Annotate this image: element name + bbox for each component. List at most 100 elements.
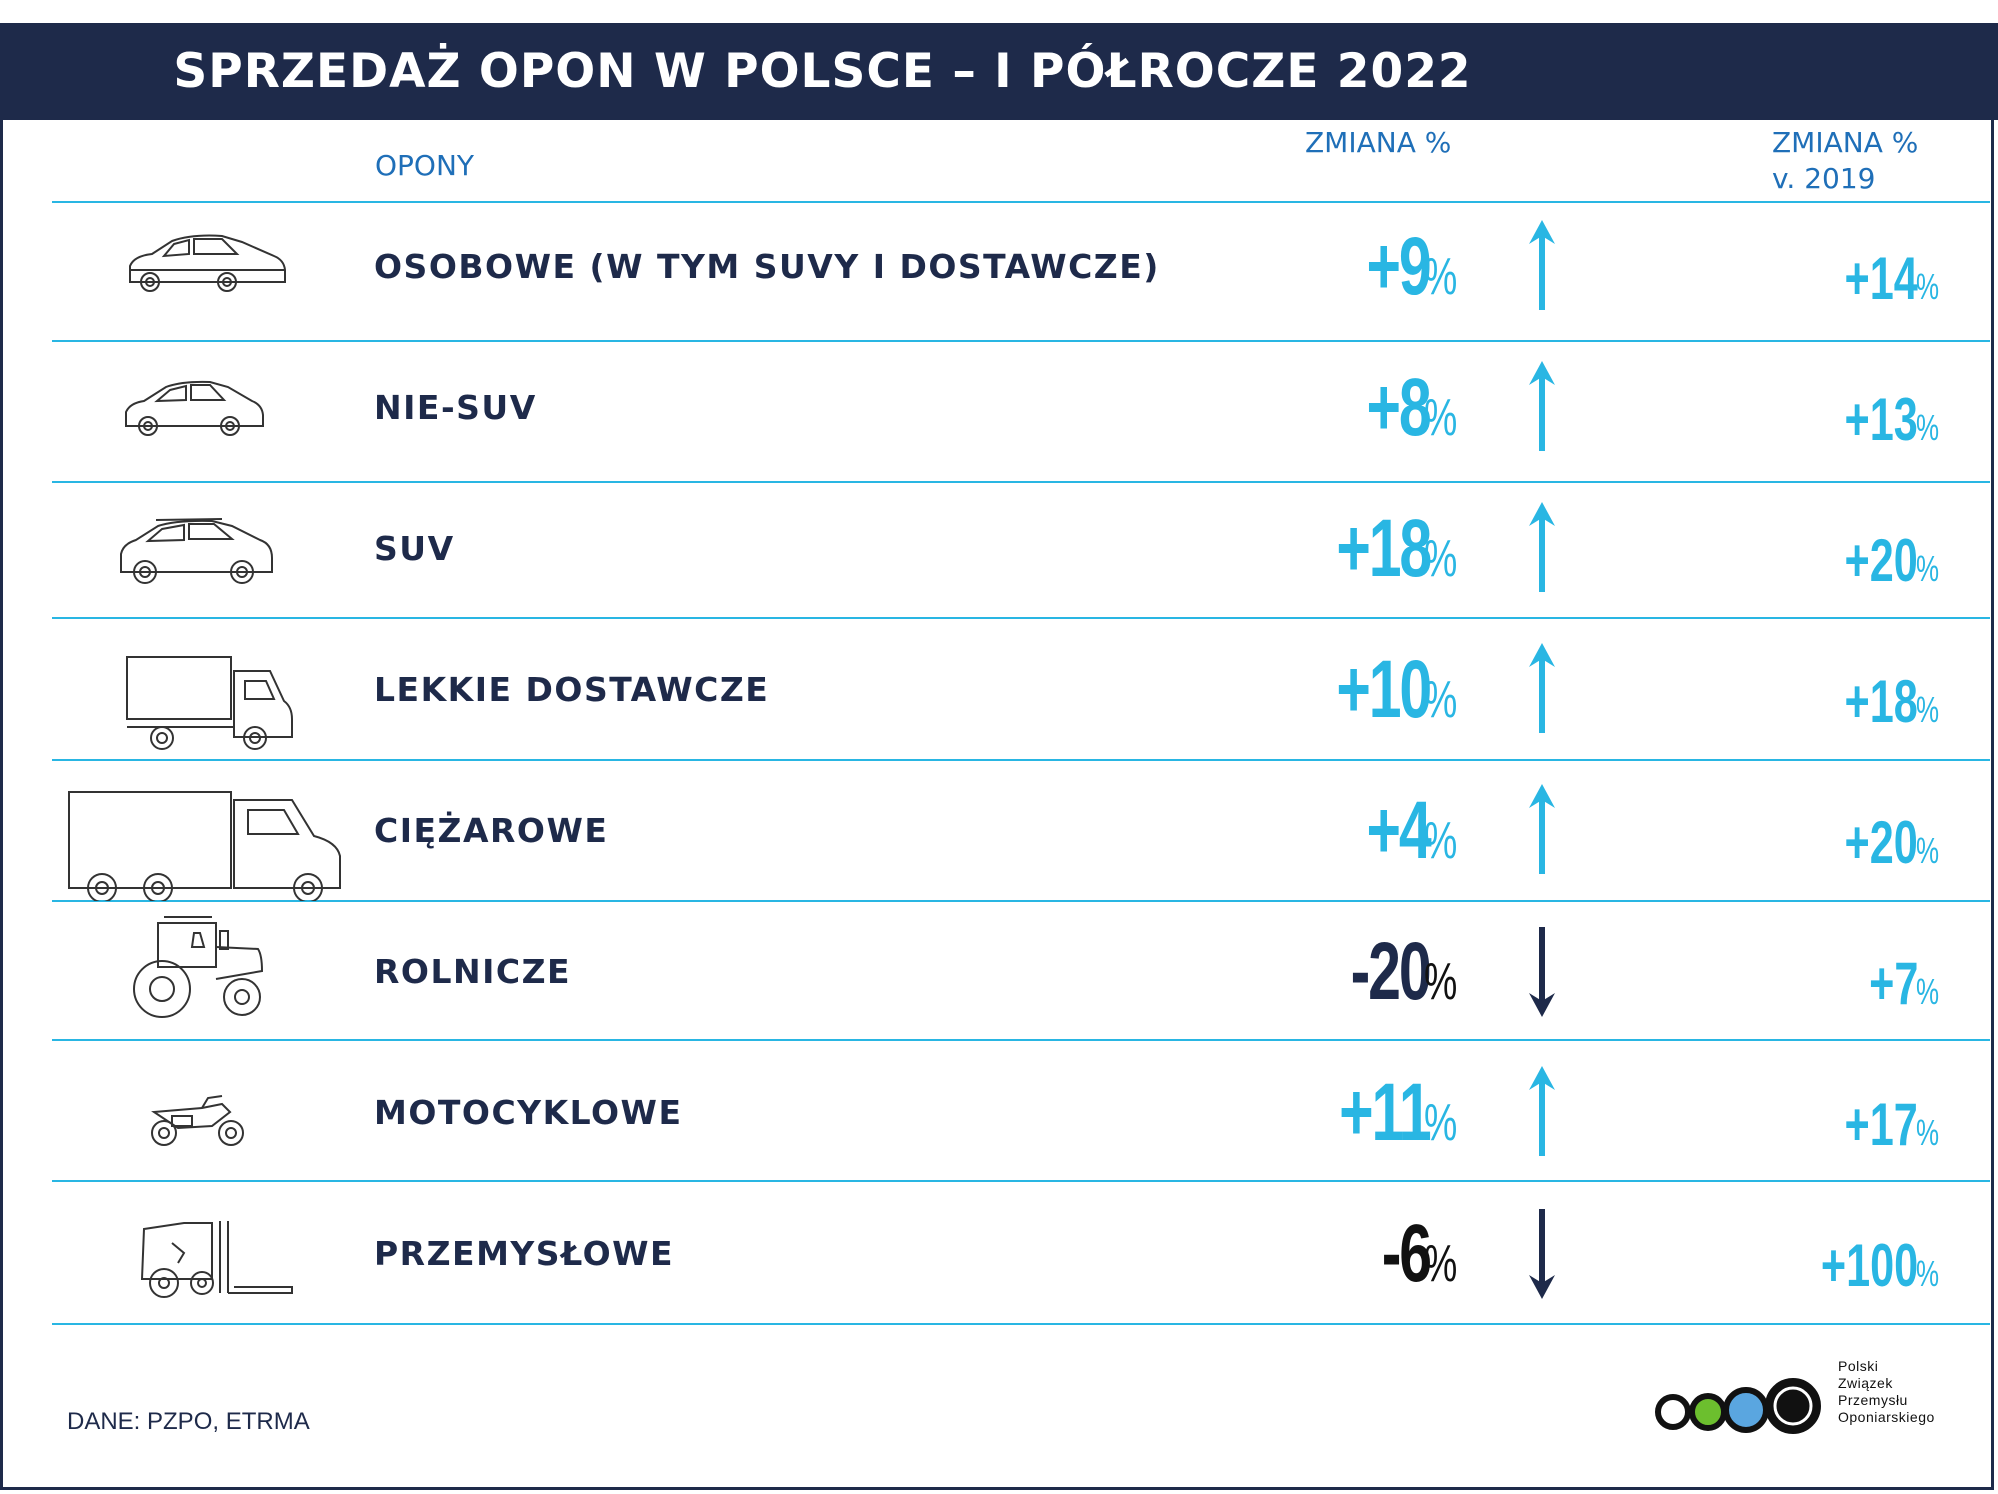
motorcycle-icon bbox=[52, 1042, 352, 1183]
change-vs-2019-unit: % bbox=[1915, 266, 1940, 307]
table-row: ROLNICZE -20% +7% bbox=[52, 901, 1990, 1042]
table-row: PRZEMYSŁOWE -6% +100% bbox=[52, 1183, 1990, 1324]
change-vs-2019-number: +14 bbox=[1844, 245, 1918, 312]
row-divider bbox=[52, 617, 1990, 619]
column-header-change-vs-2019-line2: v. 2019 bbox=[1772, 162, 1876, 195]
row-divider bbox=[52, 340, 1990, 342]
truck-icon bbox=[52, 760, 352, 901]
arrow-up-icon bbox=[1529, 220, 1555, 310]
row-label: ROLNICZE bbox=[374, 952, 572, 991]
change-value: +10% bbox=[1152, 619, 1470, 760]
car-icon bbox=[52, 337, 352, 478]
suv-icon bbox=[52, 478, 352, 619]
change-vs-2019-value: +7% bbox=[1652, 929, 1948, 1039]
table-row: OSOBOWE (W TYM SUVY I DOSTAWCZE) +9% +14… bbox=[52, 196, 1990, 337]
arrow-up-icon bbox=[1529, 361, 1555, 451]
arrow-down-icon bbox=[1529, 1209, 1555, 1299]
page-title: SPRZEDAŻ OPON W POLSCE – I PÓŁROCZE 2022 bbox=[173, 44, 1472, 99]
forklift-icon bbox=[52, 1183, 352, 1324]
logo-line-1: Polski bbox=[1838, 1358, 1879, 1374]
row-divider bbox=[52, 900, 1990, 902]
logo-text: Polski Związek Przemysłu Oponiarskiego bbox=[1838, 1358, 1935, 1426]
row-divider bbox=[52, 481, 1990, 483]
row-label: PRZEMYSŁOWE bbox=[374, 1234, 675, 1273]
change-vs-2019-number: +100 bbox=[1820, 1232, 1918, 1299]
change-number: +8 bbox=[1366, 362, 1432, 453]
change-unit: % bbox=[1423, 671, 1458, 729]
change-vs-2019-value: +14% bbox=[1652, 224, 1948, 334]
table-row: SUV +18% +20% bbox=[52, 478, 1990, 619]
change-value: +8% bbox=[1152, 337, 1470, 478]
change-unit: % bbox=[1423, 953, 1458, 1011]
column-header-tires: OPONY bbox=[375, 149, 475, 182]
column-header-change: ZMIANA % bbox=[1305, 126, 1452, 159]
table-row: NIE-SUV +8% +13% bbox=[52, 337, 1990, 478]
change-vs-2019-number: +13 bbox=[1844, 386, 1918, 453]
row-divider bbox=[52, 1323, 1990, 1325]
change-value: -6% bbox=[1152, 1183, 1470, 1324]
change-value: +11% bbox=[1152, 1042, 1470, 1183]
logo-rings-icon bbox=[1655, 1378, 1821, 1434]
row-label: OSOBOWE (W TYM SUVY I DOSTAWCZE) bbox=[374, 247, 1160, 286]
row-label: SUV bbox=[374, 529, 455, 568]
tractor-icon bbox=[52, 901, 352, 1042]
change-vs-2019-unit: % bbox=[1915, 971, 1940, 1012]
change-number: +11 bbox=[1339, 1067, 1432, 1158]
change-vs-2019-value: +13% bbox=[1652, 365, 1948, 475]
change-vs-2019-value: +17% bbox=[1652, 1070, 1948, 1180]
logo-line-3: Przemysłu bbox=[1838, 1392, 1908, 1408]
change-vs-2019-unit: % bbox=[1915, 1253, 1940, 1294]
change-unit: % bbox=[1423, 248, 1458, 306]
row-label: CIĘŻAROWE bbox=[374, 811, 609, 850]
pzpo-logo: Polski Związek Przemysłu Oponiarskiego bbox=[1648, 1358, 1968, 1438]
change-unit: % bbox=[1423, 1235, 1458, 1293]
source-note: DANE: PZPO, ETRMA bbox=[67, 1408, 310, 1435]
arrow-down-icon bbox=[1529, 927, 1555, 1017]
table-row: LEKKIE DOSTAWCZE +10% +18% bbox=[52, 619, 1990, 760]
change-vs-2019-unit: % bbox=[1915, 689, 1940, 730]
arrow-up-icon bbox=[1529, 1066, 1555, 1156]
change-number: +10 bbox=[1336, 644, 1432, 735]
change-unit: % bbox=[1423, 389, 1458, 447]
change-vs-2019-value: +20% bbox=[1652, 506, 1948, 616]
change-number: -20 bbox=[1350, 926, 1432, 1017]
change-vs-2019-number: +17 bbox=[1844, 1091, 1918, 1158]
row-divider bbox=[52, 1180, 1990, 1182]
car-icon bbox=[52, 196, 352, 337]
change-value: +9% bbox=[1152, 196, 1470, 337]
change-vs-2019-unit: % bbox=[1915, 830, 1940, 871]
row-divider bbox=[52, 759, 1990, 761]
change-unit: % bbox=[1423, 530, 1458, 588]
change-number: -6 bbox=[1381, 1208, 1432, 1299]
column-header-change-vs-2019: ZMIANA % v. 2019 bbox=[1772, 125, 1918, 197]
change-number: +18 bbox=[1336, 503, 1432, 594]
change-vs-2019-number: +20 bbox=[1844, 809, 1918, 876]
change-value: +4% bbox=[1152, 760, 1470, 901]
van-icon bbox=[52, 619, 352, 760]
infographic-frame bbox=[0, 23, 1994, 1490]
row-divider bbox=[52, 1039, 1990, 1041]
change-value: +18% bbox=[1152, 478, 1470, 619]
change-unit: % bbox=[1423, 812, 1458, 870]
change-vs-2019-value: +20% bbox=[1652, 788, 1948, 898]
title-bar bbox=[0, 23, 1998, 120]
arrow-up-icon bbox=[1529, 502, 1555, 592]
change-vs-2019-number: +20 bbox=[1844, 527, 1918, 594]
change-vs-2019-unit: % bbox=[1915, 548, 1940, 589]
logo-line-4: Oponiarskiego bbox=[1838, 1409, 1935, 1425]
column-header-change-vs-2019-line1: ZMIANA % bbox=[1772, 126, 1919, 159]
change-vs-2019-unit: % bbox=[1915, 1112, 1940, 1153]
change-unit: % bbox=[1423, 1094, 1458, 1152]
row-label: MOTOCYKLOWE bbox=[374, 1093, 683, 1132]
row-label: LEKKIE DOSTAWCZE bbox=[374, 670, 770, 709]
change-vs-2019-value: +18% bbox=[1652, 647, 1948, 757]
change-number: +9 bbox=[1366, 221, 1432, 312]
change-number: +4 bbox=[1366, 785, 1432, 876]
change-vs-2019-number: +18 bbox=[1844, 668, 1918, 735]
logo-line-2: Związek bbox=[1838, 1375, 1893, 1391]
row-label: NIE-SUV bbox=[374, 388, 537, 427]
change-value: -20% bbox=[1152, 901, 1470, 1042]
arrow-up-icon bbox=[1529, 643, 1555, 733]
arrow-up-icon bbox=[1529, 784, 1555, 874]
change-vs-2019-number: +7 bbox=[1868, 950, 1918, 1017]
